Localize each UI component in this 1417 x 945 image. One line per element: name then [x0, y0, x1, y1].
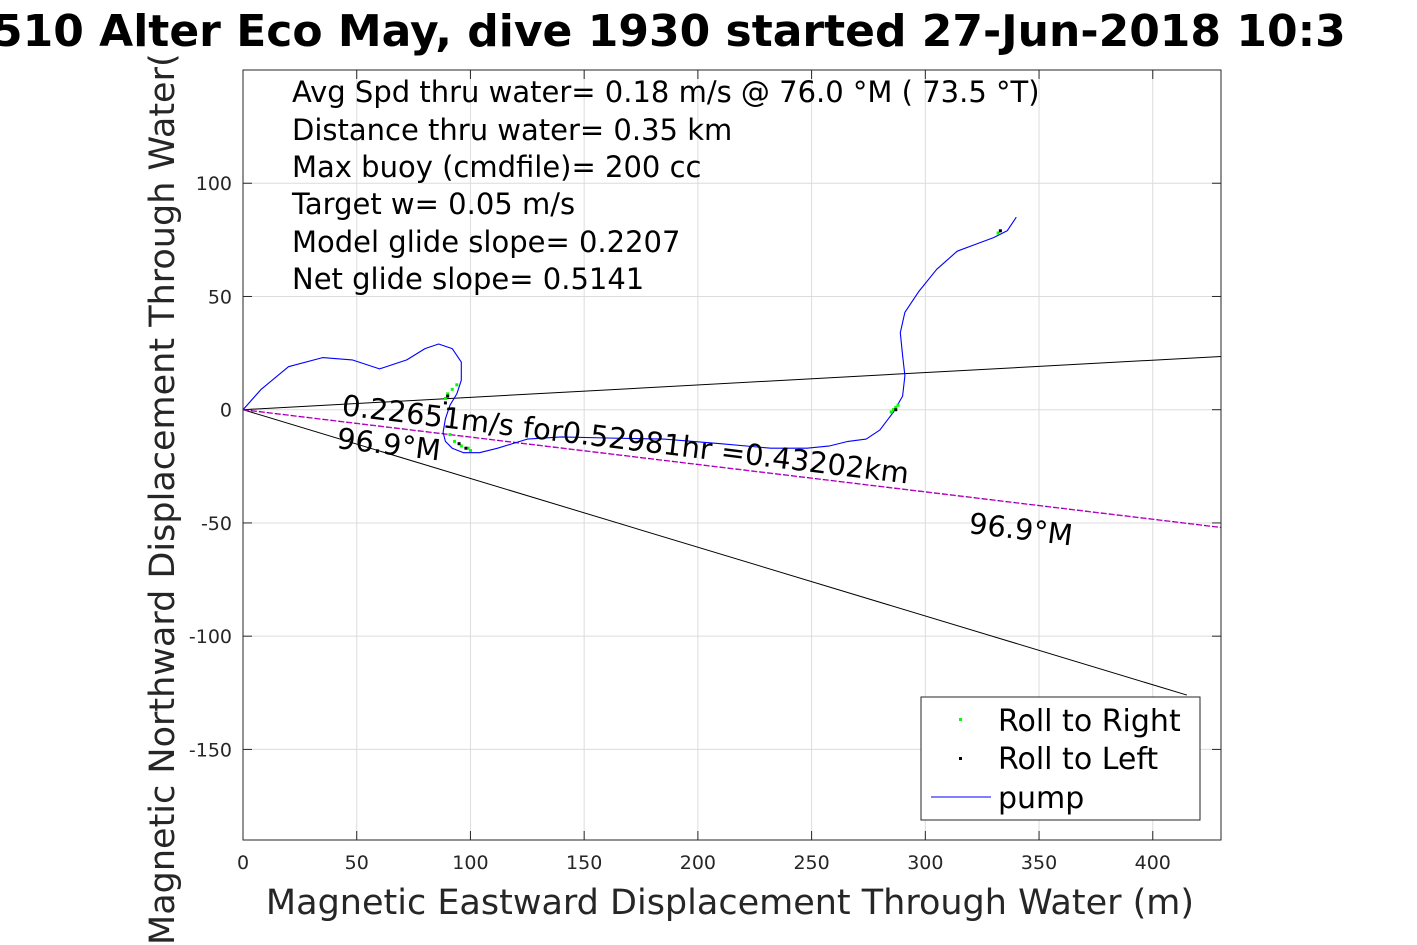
x-tick-label: 300 — [907, 852, 943, 874]
info-target-w: Target w= 0.05 m/s — [291, 187, 575, 221]
point-roll-to-right — [889, 410, 893, 414]
point-roll-to-right — [455, 383, 459, 387]
x-tick-label: 200 — [680, 852, 716, 874]
y-tick-label: 100 — [196, 173, 232, 195]
x-axis-label: Magnetic Eastward Displacement Through W… — [266, 883, 1194, 923]
axes-box — [242, 69, 1222, 841]
reference-lines — [242, 355, 1222, 696]
reference-line-upper-bound — [242, 355, 1222, 411]
x-tick-label: 0 — [237, 852, 249, 874]
series-layer — [242, 216, 1017, 454]
x-tick-label: 150 — [566, 852, 602, 874]
x-tick-label: 250 — [793, 852, 829, 874]
legend: Roll to Right Roll to Left pump — [920, 696, 1201, 821]
grid — [242, 70, 1221, 840]
x-tick-label: 50 — [345, 852, 369, 874]
point-roll-to-right — [896, 403, 900, 407]
point-roll-to-right — [448, 433, 452, 437]
point-roll-to-left — [443, 401, 447, 405]
point-roll-to-right — [891, 408, 895, 412]
legend-marker-roll-left — [959, 757, 962, 760]
y-tick-label: -50 — [201, 513, 232, 535]
reference-line-heading-center — [242, 409, 1222, 529]
info-text-block: Avg Spd thru water= 0.18 m/s @ 76.0 °M (… — [291, 75, 1040, 296]
info-model-glide: Model glide slope= 0.2207 — [292, 225, 680, 259]
point-roll-to-left — [894, 408, 898, 412]
y-tick-label: 50 — [208, 286, 232, 308]
point-roll-to-right — [443, 396, 447, 400]
point-roll-to-left — [464, 446, 468, 450]
point-roll-to-right — [894, 405, 898, 409]
info-avg-speed: Avg Spd thru water= 0.18 m/s @ 76.0 °M (… — [292, 75, 1040, 109]
y-tick-label: -100 — [189, 626, 232, 648]
reference-line-lower-bound — [242, 409, 1188, 696]
point-roll-to-right — [468, 448, 472, 452]
point-roll-to-left — [446, 394, 450, 398]
x-tick-label: 100 — [452, 852, 488, 874]
y-tick-label: -150 — [189, 739, 232, 761]
x-tick-label: 350 — [1021, 852, 1057, 874]
y-axis-label: Magnetic Northward Displacement Through … — [143, 53, 183, 945]
point-roll-to-right — [459, 444, 463, 448]
x-tick-label: 400 — [1135, 852, 1171, 874]
info-distance: Distance thru water= 0.35 km — [292, 113, 732, 147]
ticks: 0 50 100 150 200 250 300 350 400 100 50 0 -50 -100 -15… — [189, 70, 1221, 874]
info-net-glide: Net glide slope= 0.5141 — [292, 262, 644, 296]
point-roll-to-right — [450, 387, 454, 391]
heading-label-far: 96.9°M — [967, 506, 1074, 552]
point-roll-to-right — [466, 446, 470, 450]
info-max-buoy: Max buoy (cmdfile)= 200 cc — [292, 150, 701, 184]
legend-box — [920, 696, 1201, 821]
point-roll-to-right — [996, 231, 1000, 235]
series-pump-line — [242, 216, 1017, 454]
point-roll-to-left — [998, 229, 1002, 233]
point-roll-to-left — [457, 442, 461, 446]
point-roll-to-right — [446, 392, 450, 396]
legend-label-roll-right: Roll to Right — [998, 704, 1181, 739]
legend-marker-roll-right — [959, 718, 962, 721]
legend-label-roll-left: Roll to Left — [998, 742, 1158, 777]
legend-label-pump: pump — [998, 781, 1084, 816]
y-tick-label: 0 — [220, 400, 232, 422]
chart-title: 510 Alter Eco May, dive 1930 started 27-… — [0, 6, 1346, 57]
point-roll-to-right — [453, 439, 457, 443]
